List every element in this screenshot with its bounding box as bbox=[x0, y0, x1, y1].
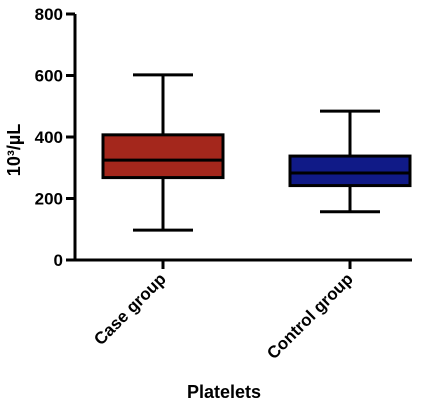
boxes-layer bbox=[101, 73, 412, 232]
y-tick-label: 600 bbox=[35, 67, 63, 86]
box-1 bbox=[101, 73, 225, 232]
x-category-label: Control group bbox=[263, 269, 357, 363]
x-axis-title: Platelets bbox=[187, 382, 261, 402]
box-2 bbox=[288, 109, 412, 214]
y-tick-label: 0 bbox=[54, 251, 63, 270]
iqr-box bbox=[101, 133, 225, 180]
y-tick-label: 400 bbox=[35, 128, 63, 147]
y-tick-label: 200 bbox=[35, 190, 63, 209]
y-tick-label: 800 bbox=[35, 5, 63, 24]
iqr-box bbox=[288, 154, 412, 188]
y-axis-title: 10³/µL bbox=[4, 124, 24, 176]
x-category-label: Case group bbox=[90, 269, 170, 349]
